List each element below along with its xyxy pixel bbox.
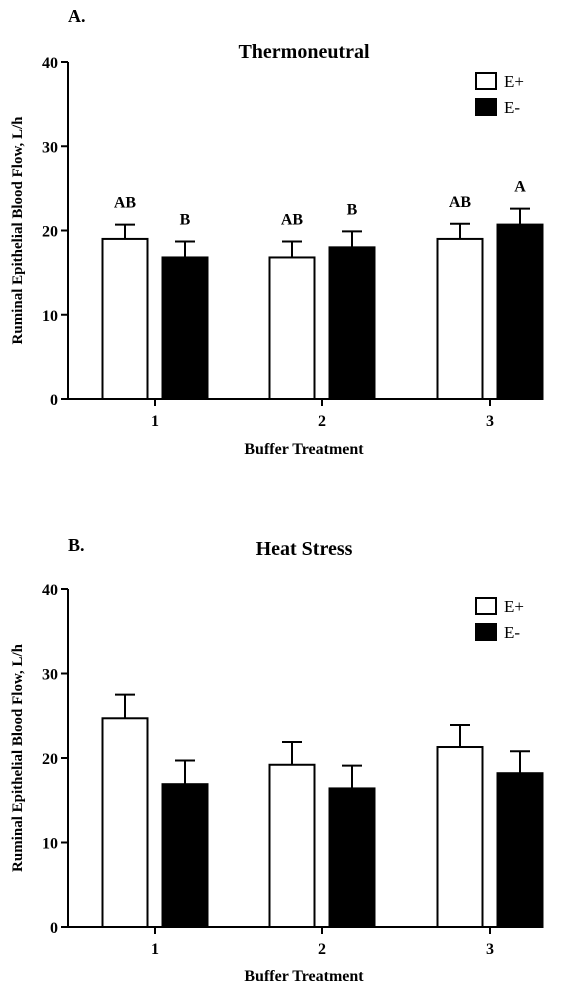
bar xyxy=(436,237,484,400)
bar xyxy=(436,746,484,929)
y-axis-label: Ruminal Epithelial Blood Flow, L/h xyxy=(10,643,26,872)
x-tick-label: 1 xyxy=(151,413,159,430)
bar xyxy=(161,783,209,928)
bar xyxy=(328,787,376,928)
x-axis-label: Buffer Treatment xyxy=(244,968,364,985)
bar xyxy=(496,223,544,400)
panel-label: B. xyxy=(68,535,85,555)
significance-label: B xyxy=(347,201,358,218)
bar xyxy=(268,763,316,929)
legend-swatch xyxy=(475,597,497,615)
bar xyxy=(268,256,316,400)
legend-swatch xyxy=(475,72,497,90)
significance-label: AB xyxy=(281,211,304,228)
chart-title: Thermoneutral xyxy=(238,41,370,63)
y-tick-label: 0 xyxy=(50,392,58,409)
y-tick-label: 30 xyxy=(42,667,58,684)
significance-label: B xyxy=(180,211,191,228)
significance-label: AB xyxy=(449,194,472,211)
legend-label: E+ xyxy=(504,72,524,91)
y-tick-label: 10 xyxy=(42,308,58,325)
y-tick-label: 40 xyxy=(42,55,58,72)
bar xyxy=(328,246,376,400)
y-tick-label: 20 xyxy=(42,224,58,241)
legend-label: E- xyxy=(504,98,520,117)
y-tick-label: 0 xyxy=(50,920,58,937)
x-tick-label: 2 xyxy=(318,413,326,430)
x-tick-label: 2 xyxy=(318,941,326,958)
legend-swatch xyxy=(475,98,497,116)
y-tick-label: 30 xyxy=(42,139,58,156)
panel-label: A. xyxy=(68,6,86,26)
y-tick-label: 40 xyxy=(42,582,58,599)
chart-title: Heat Stress xyxy=(256,538,353,560)
legend-label: E+ xyxy=(504,597,524,616)
legend-swatch xyxy=(475,623,497,641)
y-tick-label: 10 xyxy=(42,836,58,853)
y-axis-label: Ruminal Epithelial Blood Flow, L/h xyxy=(10,116,26,345)
bar xyxy=(161,256,209,400)
x-axis-label: Buffer Treatment xyxy=(244,441,364,458)
significance-label: A xyxy=(514,179,526,196)
legend-label: E- xyxy=(504,623,520,642)
bar xyxy=(101,717,149,928)
x-tick-label: 3 xyxy=(486,413,494,430)
bar xyxy=(496,772,544,929)
significance-label: AB xyxy=(114,195,137,212)
bar xyxy=(101,237,149,400)
x-tick-label: 3 xyxy=(486,941,494,958)
y-tick-label: 20 xyxy=(42,751,58,768)
x-tick-label: 1 xyxy=(151,941,159,958)
